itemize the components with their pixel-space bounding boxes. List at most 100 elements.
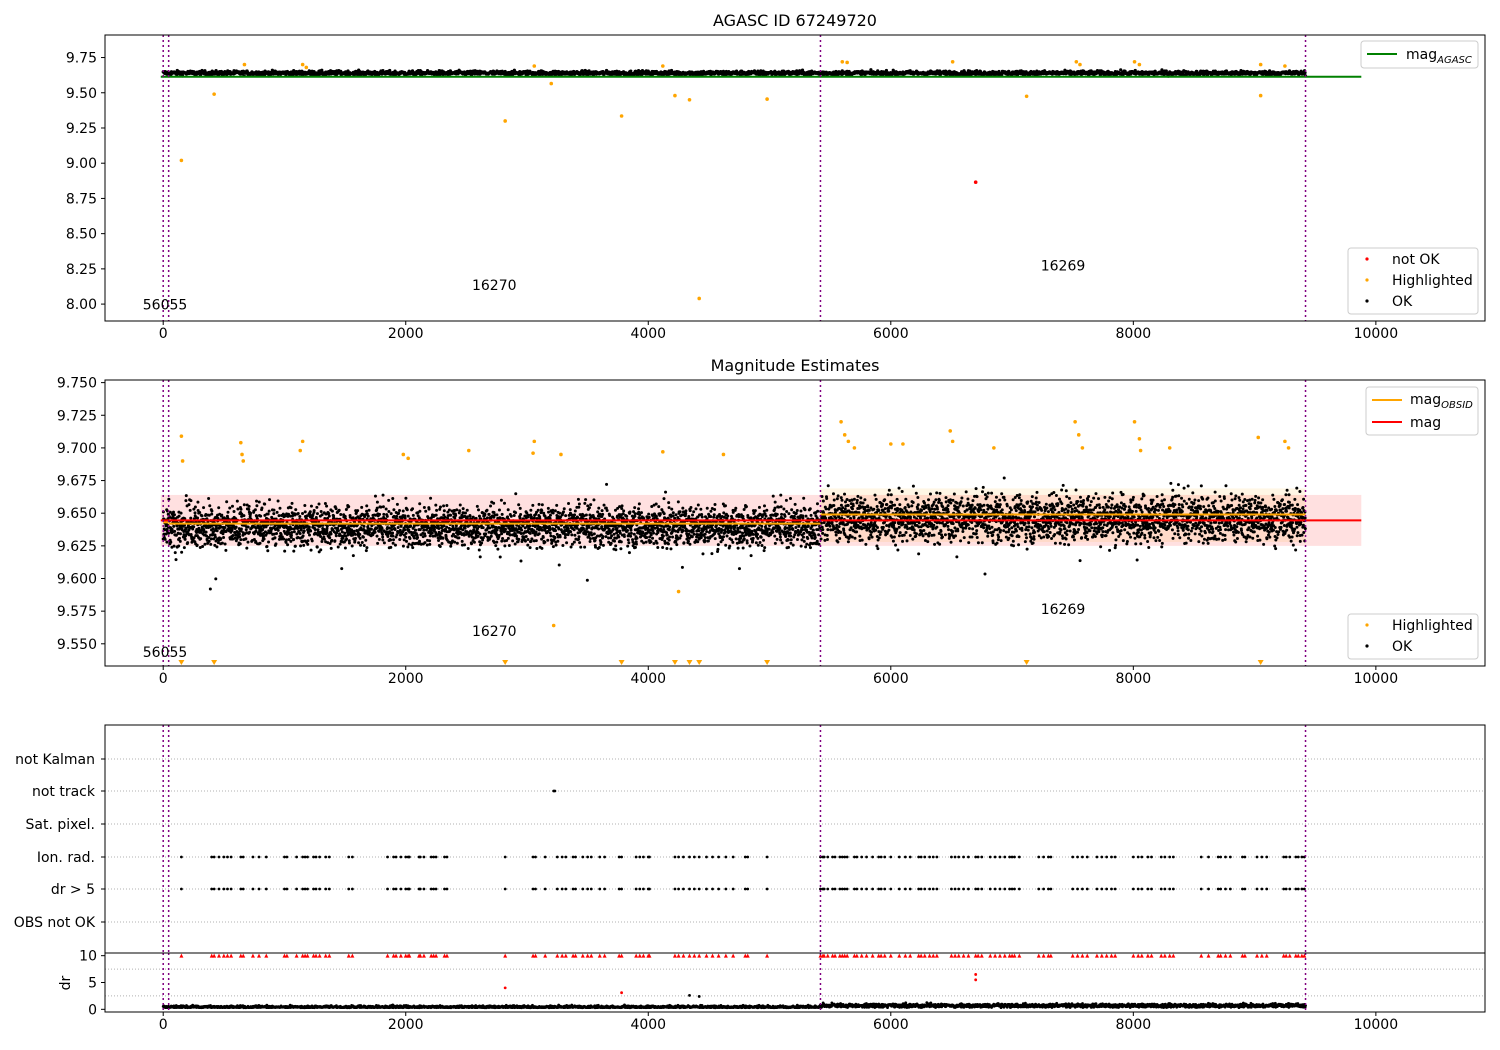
ok-point	[186, 541, 190, 545]
ok-point	[611, 527, 615, 531]
highlighted-point	[661, 64, 665, 68]
ok-point	[633, 506, 637, 510]
ok-point	[535, 547, 539, 551]
ok-point	[266, 512, 270, 516]
ok-point	[414, 528, 418, 532]
ok-point	[357, 541, 361, 545]
ok-point	[244, 528, 248, 532]
ok-point	[566, 527, 570, 531]
ok-point	[303, 504, 307, 508]
highlighted-point	[179, 158, 184, 163]
ok-point	[302, 543, 306, 547]
ok-point	[433, 525, 437, 529]
ok-point	[276, 499, 280, 503]
ok-point	[375, 506, 379, 510]
ok-point	[239, 507, 243, 511]
ok-point	[609, 541, 613, 545]
ok-point	[380, 527, 384, 531]
ok-point	[327, 511, 331, 515]
ok-point	[208, 504, 212, 508]
ok-point	[556, 539, 560, 543]
ok-point	[477, 548, 481, 552]
ok-point	[376, 541, 380, 545]
ok-point	[347, 505, 351, 509]
ok-point	[427, 507, 431, 511]
ok-point	[499, 498, 503, 502]
ok-point	[546, 506, 550, 510]
ok-point	[428, 542, 432, 546]
ok-point	[572, 540, 576, 544]
ok-point	[347, 541, 351, 545]
ok-point	[195, 543, 199, 547]
ok-point	[344, 508, 348, 512]
ok-point	[283, 549, 287, 553]
ok-point	[334, 507, 338, 511]
ok-point	[588, 537, 592, 541]
ok-point	[597, 527, 601, 531]
ok-point	[546, 538, 550, 542]
highlighted-point	[242, 62, 247, 67]
highlighted-point	[840, 59, 845, 64]
ok-point	[495, 540, 499, 544]
ok-point	[249, 511, 253, 515]
ok-point	[366, 514, 370, 518]
ok-point	[309, 529, 313, 533]
ok-point	[507, 544, 511, 548]
ok-point	[483, 512, 487, 516]
ok-point	[306, 542, 310, 546]
ok-point	[647, 515, 651, 519]
ok-point	[528, 546, 532, 550]
ok-point	[407, 542, 411, 546]
ok-point	[245, 546, 249, 550]
ok-point	[411, 546, 415, 550]
ok-point	[411, 507, 415, 511]
ok-point	[225, 500, 229, 504]
agasc-legend-lines: magAGASC	[1360, 40, 1479, 69]
ok-point	[543, 540, 547, 544]
ok-point	[339, 512, 343, 516]
ok-point	[262, 537, 266, 541]
ok-point	[588, 540, 592, 544]
ok-point	[361, 535, 365, 539]
ok-point	[484, 532, 488, 536]
ok-point	[453, 540, 457, 544]
ok-point	[308, 533, 312, 537]
ok-point	[512, 514, 516, 518]
ok-point	[193, 511, 197, 515]
ok-point	[632, 532, 636, 536]
ok-point	[253, 508, 257, 512]
ok-point	[228, 506, 232, 510]
ok-point	[534, 530, 538, 534]
magnitude-plot-area	[101, 380, 1377, 670]
ok-point	[237, 532, 241, 536]
ok-point	[422, 505, 426, 509]
ok-point	[518, 516, 522, 520]
highlighted-point	[212, 92, 216, 96]
ok-point	[633, 514, 637, 518]
ok-point	[214, 577, 218, 581]
ok-point	[577, 537, 581, 541]
ok-point	[449, 544, 453, 548]
ok-point	[337, 508, 341, 512]
highlighted-point	[549, 81, 554, 86]
ok-point	[173, 529, 177, 533]
ok-point	[246, 525, 250, 529]
ok-point	[478, 555, 482, 559]
ok-point	[247, 504, 251, 508]
ok-point	[529, 508, 533, 512]
ok-point	[301, 511, 305, 515]
ok-point	[183, 537, 187, 541]
ok-point	[391, 534, 395, 538]
ok-point	[425, 543, 429, 547]
ok-point	[180, 550, 184, 554]
ok-point	[309, 504, 313, 508]
ok-point	[401, 544, 405, 548]
ok-point	[485, 516, 489, 520]
ok-point	[367, 530, 371, 534]
ok-point	[343, 531, 347, 535]
ok-point	[637, 510, 641, 514]
ok-point	[388, 68, 392, 73]
ok-point	[649, 540, 653, 544]
ok-point	[174, 558, 178, 562]
ok-point	[364, 549, 368, 553]
